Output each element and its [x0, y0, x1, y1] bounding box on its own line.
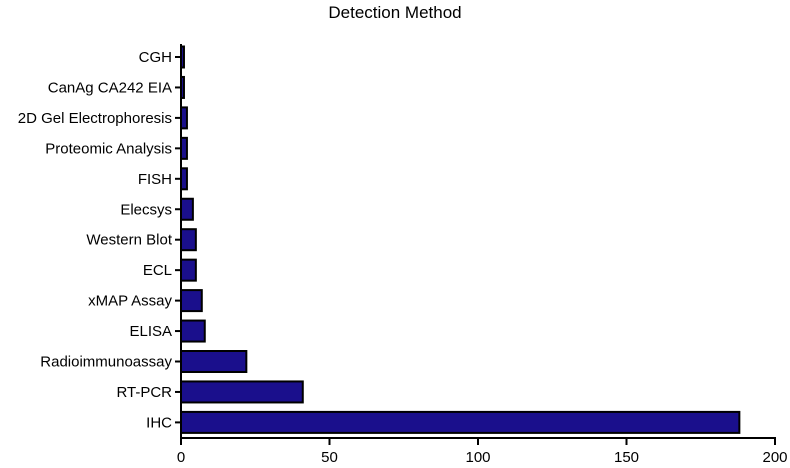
bar-xmap-assay [180, 289, 203, 313]
y-tick-label-elisa: ELISA [129, 323, 172, 340]
x-tick-label-50: 50 [321, 449, 338, 463]
x-tick-label-100: 100 [465, 449, 490, 463]
y-tick-label-proteomic-analysis: Proteomic Analysis [45, 140, 172, 157]
y-tick-label-radioimmunoassay: Radioimmunoassay [40, 354, 172, 371]
bars-group [180, 45, 741, 434]
bar-ecl [180, 258, 197, 282]
y-tick-label-elecsys: Elecsys [120, 201, 172, 218]
y-tick-label-fish: FISH [138, 171, 172, 188]
y-tick-label-canag-ca242-eia: CanAg CA242 EIA [48, 79, 172, 96]
chart-title: Detection Method [328, 3, 461, 22]
y-tick-label-cgh: CGH [139, 49, 172, 66]
y-tick-label-ecl: ECL [143, 262, 172, 279]
x-tick-label-150: 150 [614, 449, 639, 463]
x-tick-label-0: 0 [177, 449, 185, 463]
y-tick-label-western-blot: Western Blot [86, 232, 172, 249]
y-tick-label-2d-gel-electrophoresis: 2D Gel Electrophoresis [18, 110, 172, 127]
y-tick-label-rt-pcr: RT-PCR [116, 384, 172, 401]
y-tick-label-xmap-assay: xMAP Assay [88, 293, 172, 310]
axes-group: CGH CanAg CA242 EIA 2D Gel Electrophoresis… [18, 44, 788, 466]
bar-radioimmunoassay [180, 350, 248, 373]
bar-rt-pcr [180, 380, 304, 404]
x-tick-label-200: 200 [762, 449, 787, 463]
bar-ihc [180, 410, 741, 434]
bar-western-blot [180, 228, 197, 252]
bar-elecsys [180, 197, 194, 221]
bar-elisa [180, 319, 206, 343]
y-tick-label-ihc: IHC [146, 414, 172, 431]
